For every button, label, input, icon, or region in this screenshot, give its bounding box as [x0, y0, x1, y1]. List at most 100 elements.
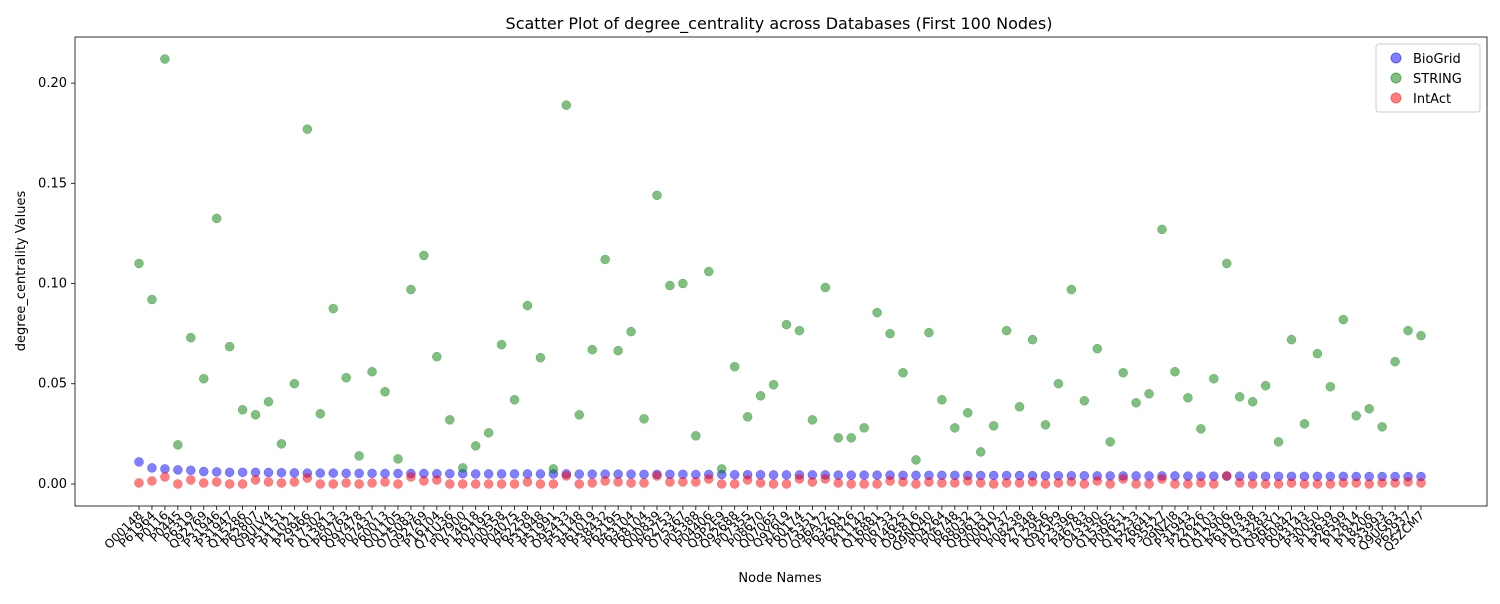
point-string — [1338, 314, 1349, 325]
point-string — [872, 307, 882, 318]
y-tick-label: 0.10 — [38, 277, 67, 292]
point-string — [859, 423, 869, 433]
point-intact — [833, 478, 844, 488]
point-string — [1416, 330, 1426, 341]
point-string — [1183, 393, 1193, 403]
point-intact — [147, 476, 157, 486]
point-intact — [535, 479, 546, 489]
point-string — [302, 124, 313, 134]
legend-marker-intact — [1390, 92, 1402, 104]
point-string — [1403, 325, 1413, 336]
point-intact — [173, 479, 183, 489]
point-string — [742, 412, 753, 422]
x-axis-ticks: O00148P61964P0116P0445P6319Q92769P31946P… — [102, 506, 1427, 555]
point-biogrid — [639, 469, 649, 480]
point-intact — [1183, 479, 1193, 489]
point-string — [160, 54, 170, 64]
point-intact — [924, 477, 934, 487]
point-string — [276, 439, 287, 449]
point-string — [289, 378, 300, 389]
point-string — [691, 431, 701, 441]
point-intact — [704, 474, 714, 484]
point-string — [885, 328, 895, 339]
point-string — [1118, 367, 1128, 378]
point-intact — [328, 479, 338, 489]
point-biogrid — [587, 469, 597, 479]
point-biogrid — [315, 468, 326, 478]
point-intact — [1403, 477, 1413, 487]
point-biogrid — [198, 466, 209, 477]
point-intact — [315, 479, 326, 489]
point-biogrid — [186, 465, 196, 476]
data-points — [134, 54, 1426, 489]
point-biogrid — [160, 464, 170, 474]
point-string — [975, 447, 986, 457]
point-intact — [1338, 478, 1349, 488]
point-string — [1234, 392, 1245, 402]
point-string — [354, 451, 364, 461]
point-intact — [729, 479, 740, 489]
point-intact — [289, 477, 300, 487]
point-intact — [1053, 478, 1064, 488]
point-intact — [1105, 479, 1115, 489]
point-string — [755, 391, 766, 401]
point-intact — [302, 473, 313, 483]
point-intact — [1196, 478, 1206, 488]
point-intact — [1377, 478, 1387, 488]
point-intact — [1416, 478, 1426, 488]
point-intact — [1014, 478, 1025, 488]
point-string — [716, 464, 727, 474]
x-axis-label: Node Names — [738, 571, 821, 586]
point-biogrid — [445, 468, 455, 479]
point-string — [380, 387, 390, 397]
point-intact — [237, 479, 248, 489]
point-string — [1170, 366, 1180, 377]
point-biogrid — [522, 469, 533, 479]
point-string — [211, 213, 222, 224]
point-intact — [1273, 479, 1284, 489]
point-intact — [160, 472, 170, 482]
point-intact — [885, 476, 895, 486]
point-string — [820, 282, 831, 293]
legend-label-string: STRING — [1413, 72, 1462, 87]
point-intact — [898, 477, 908, 487]
point-intact — [470, 479, 481, 489]
point-string — [1105, 437, 1115, 447]
point-string — [483, 428, 494, 438]
point-biogrid — [328, 468, 338, 478]
legend-marker-biogrid — [1390, 52, 1402, 64]
point-string — [237, 405, 248, 415]
point-intact — [1247, 479, 1258, 489]
point-intact — [807, 477, 818, 487]
point-intact — [445, 479, 455, 489]
point-intact — [988, 479, 999, 489]
point-string — [367, 366, 377, 377]
point-string — [729, 361, 740, 372]
point-intact — [224, 479, 235, 489]
point-string — [147, 294, 157, 305]
point-intact — [820, 474, 831, 484]
chart-title: Scatter Plot of degree_centrality across… — [506, 14, 1053, 34]
point-biogrid — [263, 467, 274, 478]
point-intact — [742, 475, 753, 485]
y-axis-label: degree_centrality Values — [14, 191, 29, 352]
point-string — [937, 395, 947, 405]
point-string — [419, 250, 429, 261]
point-intact — [859, 479, 869, 489]
point-string — [315, 409, 326, 419]
point-string — [561, 100, 572, 110]
y-tick-label: 0.20 — [38, 76, 67, 91]
point-intact — [432, 475, 442, 485]
point-biogrid — [781, 470, 792, 480]
legend-label-biogrid: BioGrid — [1413, 52, 1461, 67]
point-string — [911, 455, 921, 465]
point-intact — [665, 477, 675, 487]
point-intact — [134, 478, 144, 488]
point-biogrid — [509, 469, 520, 479]
point-intact — [211, 477, 222, 487]
legend: BioGrid STRING IntAct — [1375, 43, 1481, 113]
point-intact — [691, 477, 701, 487]
point-intact — [483, 479, 494, 489]
point-intact — [1066, 477, 1077, 487]
